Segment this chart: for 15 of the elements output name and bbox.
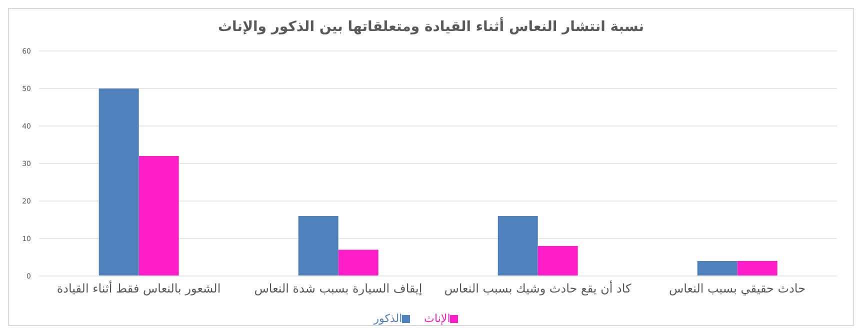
bar bbox=[498, 216, 538, 276]
bar bbox=[737, 261, 778, 276]
bar bbox=[338, 250, 378, 276]
x-tick-label: حادث حقيقي بسبب النعاس bbox=[669, 282, 806, 296]
bar bbox=[298, 216, 338, 276]
bar bbox=[138, 156, 179, 276]
bar bbox=[538, 246, 578, 276]
chart-title: نسبة انتشار النعاس أثناء القيادة ومتعلقاتها بين الذكور والإناث bbox=[216, 16, 645, 37]
legend-label: الإناث bbox=[424, 312, 450, 325]
bar bbox=[98, 88, 139, 276]
legend-label: الذكور bbox=[374, 312, 402, 325]
x-tick-label: الشعور بالنعاس فقط أثناء القيادة bbox=[56, 280, 221, 296]
bar bbox=[697, 261, 738, 276]
x-tick-label: إيقاف السيارة بسبب شدة النعاس bbox=[254, 282, 422, 296]
x-tick-label: كاد أن يقع حادث وشيك بسبب النعاس bbox=[444, 280, 632, 296]
